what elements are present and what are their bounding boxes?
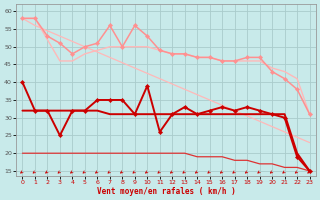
X-axis label: Vent moyen/en rafales ( km/h ): Vent moyen/en rafales ( km/h ) — [97, 187, 236, 196]
